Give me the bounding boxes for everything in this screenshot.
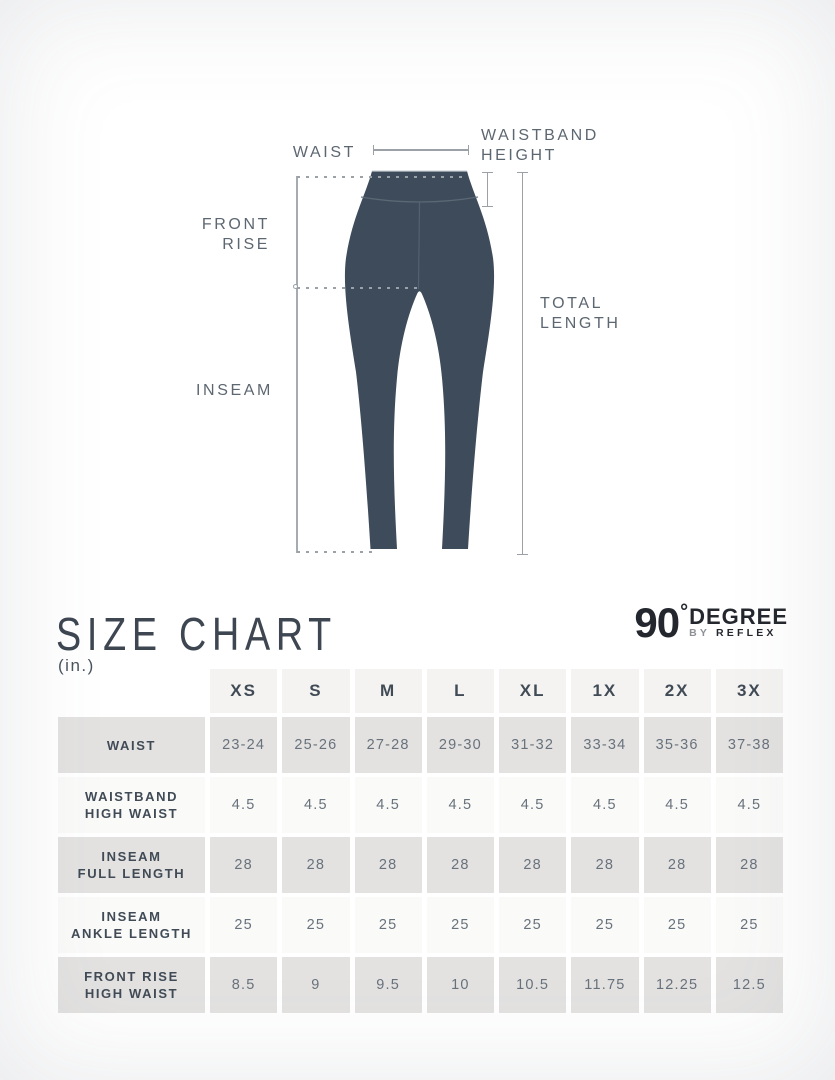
waistband-height-label-line2: HEIGHT — [481, 147, 558, 164]
logo-text-stack: DEGREE BY REFLEX — [689, 606, 788, 640]
size-value-cell: 33-34 — [571, 717, 639, 773]
logo-subline: BY REFLEX — [689, 627, 777, 640]
leggings-silhouette — [344, 171, 495, 549]
size-value-cell: 4.5 — [571, 777, 639, 833]
center-seam — [417, 201, 421, 290]
total-length-label-line2: LENGTH — [540, 315, 621, 332]
front-rise-label-line2: RISE — [222, 236, 270, 253]
ankle-level-dashed-line — [297, 551, 373, 553]
row-label: INSEAM FULL LENGTH — [58, 837, 205, 893]
size-value-cell: 4.5 — [210, 777, 278, 833]
row-label: WAISTBAND HIGH WAIST — [58, 777, 205, 833]
logo-degree-mark: ° — [680, 601, 689, 623]
size-value-cell: 28 — [715, 837, 783, 893]
size-value-cell: 12.5 — [715, 957, 783, 1013]
size-value-cell: 12.25 — [643, 957, 711, 1013]
size-value-cell: 28 — [210, 837, 278, 893]
front-rise-label: FRONT RISE — [150, 215, 270, 255]
logo-brand: REFLEX — [716, 627, 777, 639]
waistband-seam — [360, 196, 479, 203]
size-value-cell: 4.5 — [499, 777, 567, 833]
size-value-cell: 10.5 — [499, 957, 567, 1013]
size-value-cell: 25 — [499, 897, 567, 953]
row-label-line: ANKLE LENGTH — [70, 926, 193, 941]
leggings-illustration — [344, 170, 495, 549]
size-value-cell: 27-28 — [354, 717, 422, 773]
row-label-line: WAISTBAND — [84, 789, 179, 804]
row-label: INSEAM ANKLE LENGTH — [58, 897, 205, 953]
row-label-line: FULL LENGTH — [77, 866, 186, 881]
row-label-line: WAIST — [106, 737, 157, 753]
inseam-label: INSEAM — [196, 382, 273, 399]
size-value-cell: 28 — [643, 837, 711, 893]
size-value-cell: 25-26 — [282, 717, 350, 773]
size-value-cell: 25 — [426, 897, 494, 953]
waistband-height-label-line1: WAISTBAND — [481, 127, 599, 144]
row-label-line: INSEAM — [101, 849, 162, 864]
unit-label: (in.) — [58, 656, 95, 675]
size-value-cell: 9.5 — [354, 957, 422, 1013]
total-length-label: TOTAL LENGTH — [540, 294, 621, 334]
waist-level-dashed-line — [297, 176, 467, 178]
size-value-cell: 35-36 — [643, 717, 711, 773]
size-col-header: S — [282, 669, 350, 713]
size-value-cell: 25 — [643, 897, 711, 953]
size-value-cell: 11.75 — [571, 957, 639, 1013]
size-col-header: XL — [499, 669, 567, 713]
size-value-cell: 10 — [426, 957, 494, 1013]
size-value-cell: 28 — [354, 837, 422, 893]
size-value-cell: 25 — [210, 897, 278, 953]
logo-number: 90 — [634, 599, 680, 646]
size-value-cell: 25 — [282, 897, 350, 953]
size-value-cell: 25 — [715, 897, 783, 953]
size-value-cell: 28 — [282, 837, 350, 893]
row-label-line: HIGH WAIST — [84, 986, 179, 1001]
size-col-header: L — [426, 669, 494, 713]
size-value-cell: 4.5 — [282, 777, 350, 833]
size-value-cell: 23-24 — [210, 717, 278, 773]
size-value-cell: 4.5 — [426, 777, 494, 833]
size-value-cell: 28 — [499, 837, 567, 893]
waist-label: WAIST — [292, 144, 356, 161]
row-label: FRONT RISE HIGH WAIST — [58, 957, 205, 1013]
size-value-cell: 9 — [282, 957, 350, 1013]
waistband-height-measure-line — [482, 172, 493, 207]
size-value-cell: 28 — [426, 837, 494, 893]
size-col-header: 1X — [571, 669, 639, 713]
logo-name: DEGREE — [689, 604, 788, 629]
size-col-header: M — [354, 669, 422, 713]
size-col-header: 2X — [643, 669, 711, 713]
front-rise-label-line1: FRONT — [201, 216, 270, 233]
size-value-cell: 4.5 — [715, 777, 783, 833]
size-value-cell: 25 — [354, 897, 422, 953]
size-value-cell: 4.5 — [643, 777, 711, 833]
size-value-cell: 8.5 — [210, 957, 278, 1013]
size-value-cell: 29-30 — [426, 717, 494, 773]
table-corner-cell — [58, 669, 205, 713]
logo-by: BY — [689, 627, 710, 639]
front-rise-inseam-line — [296, 176, 298, 553]
size-col-header: 3X — [715, 669, 783, 713]
crotch-junction-dot — [293, 284, 298, 289]
size-value-cell: 37-38 — [715, 717, 783, 773]
waistband-height-label: WAISTBAND HEIGHT — [481, 126, 599, 166]
total-length-measure-line — [517, 172, 528, 555]
size-value-cell: 25 — [571, 897, 639, 953]
size-value-cell: 4.5 — [354, 777, 422, 833]
size-value-cell: 31-32 — [499, 717, 567, 773]
row-label-line: FRONT RISE — [84, 969, 179, 984]
crotch-level-dashed-line — [297, 287, 423, 289]
size-table: XS S M L XL 1X 2X 3X WAIST 23-24 25-26 27-28 29-30 31… — [58, 669, 783, 1013]
brand-logo: 90 ° DEGREE BY REFLEX — [634, 599, 788, 646]
total-length-label-line1: TOTAL — [540, 295, 604, 312]
row-label: WAIST — [58, 717, 205, 773]
row-label-line: INSEAM — [101, 909, 162, 924]
size-col-header: XS — [210, 669, 278, 713]
row-label-line: HIGH WAIST — [84, 806, 179, 821]
page-title: SIZE CHART — [56, 608, 337, 660]
size-value-cell: 28 — [571, 837, 639, 893]
waist-measure-line — [373, 145, 469, 155]
